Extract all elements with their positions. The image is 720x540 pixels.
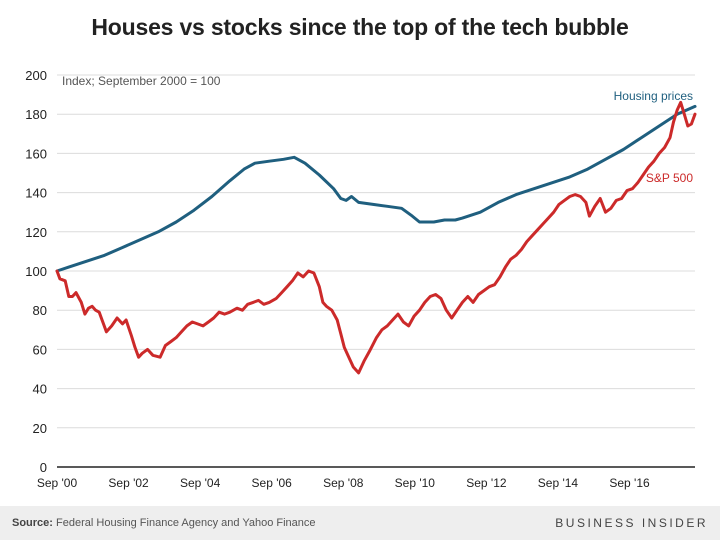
x-tick-label: Sep '16: [609, 476, 650, 490]
x-axis-ticks: Sep '00 Sep '02 Sep '04 Sep '06 Sep '08 Sep '…: [37, 476, 650, 490]
y-tick-label: 120: [25, 225, 47, 240]
series-lines: [55, 100, 697, 375]
x-tick-label: Sep '02: [108, 476, 149, 490]
series-label-sp500: S&P 500: [646, 171, 693, 185]
series-line-sp500: [55, 100, 697, 375]
y-tick-label: 60: [33, 342, 47, 357]
x-tick-label: Sep '12: [466, 476, 507, 490]
chart-title: Houses vs stocks since the top of the te…: [91, 14, 629, 40]
x-tick-label: Sep '10: [395, 476, 436, 490]
series-labels: Housing prices S&P 500: [614, 89, 694, 185]
y-tick-label: 20: [33, 421, 47, 436]
x-tick-label: Sep '04: [180, 476, 221, 490]
series-line-housing: [55, 104, 697, 273]
y-tick-label: 140: [25, 186, 47, 201]
y-tick-label: 160: [25, 146, 47, 161]
source-note: Source: Federal Housing Finance Agency a…: [12, 517, 316, 529]
grid-lines: [57, 74, 695, 429]
y-tick-label: 200: [25, 68, 47, 83]
y-tick-label: 100: [25, 264, 47, 279]
source-label: Source:: [12, 517, 53, 529]
x-tick-label: Sep '00: [37, 476, 78, 490]
source-text: Federal Housing Finance Agency and Yahoo…: [56, 517, 316, 529]
x-tick-label: Sep '14: [538, 476, 579, 490]
chart-subtitle: Index; September 2000 = 100: [62, 74, 221, 88]
y-tick-label: 40: [33, 382, 47, 397]
y-tick-label: 80: [33, 303, 47, 318]
y-tick-label: 180: [25, 107, 47, 122]
footer-bar: Source: Federal Housing Finance Agency a…: [0, 506, 720, 540]
brand-logo: BUSINESS INSIDER: [555, 516, 708, 530]
series-label-housing: Housing prices: [614, 89, 693, 103]
x-tick-label: Sep '06: [252, 476, 293, 490]
y-axis-ticks: 0 20 40 60 80 100 120 140 160 180 200: [25, 68, 47, 475]
y-tick-label: 0: [40, 460, 47, 475]
x-tick-label: Sep '08: [323, 476, 364, 490]
